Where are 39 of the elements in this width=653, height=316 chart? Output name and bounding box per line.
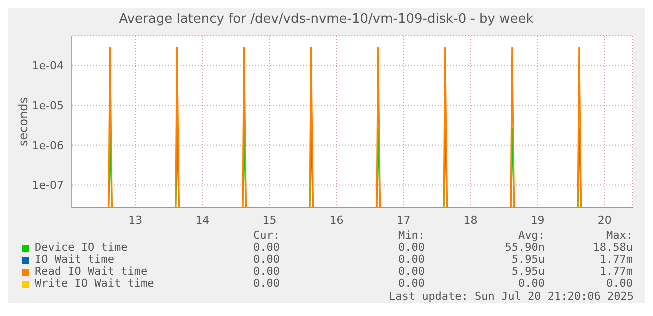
text: 1.77m	[598, 253, 633, 266]
text: 0.00	[398, 265, 425, 278]
text: 0.00	[606, 277, 633, 290]
y-tick-label: 1e-04	[32, 59, 64, 72]
legend-label: Read IO Wait time	[35, 265, 148, 278]
text: Max:	[606, 229, 633, 242]
x-tick-label: 18	[464, 214, 478, 227]
chart-title: Average latency for /dev/vds-nvme-10/vm-109-disk-0 - by week	[118, 11, 535, 29]
x-tick-label: 14	[196, 214, 210, 227]
text: 0.00	[398, 277, 425, 290]
text: 0.00	[398, 241, 425, 254]
y-tick-label: 1e-06	[32, 139, 64, 152]
text: 18.58u	[592, 241, 633, 254]
legend-label: Write IO Wait time	[35, 277, 154, 290]
text: Last update: Sun Jul 20 21:20:06 2025	[388, 290, 634, 303]
x-tick-label: 13	[128, 214, 143, 227]
text: 5.95u	[510, 265, 545, 278]
x-tick-label: 17	[396, 214, 411, 227]
x-tick-label: 19	[530, 214, 545, 227]
x-tick-label: 16	[330, 214, 344, 227]
text: Avg:	[518, 229, 545, 242]
text: Cur:	[252, 229, 280, 242]
y-tick-label: 1e-07	[32, 179, 64, 192]
text: 5.95u	[510, 253, 545, 266]
legend-label: IO Wait time	[35, 253, 114, 266]
text: 1.77m	[598, 265, 633, 278]
legend-label: Device IO time	[35, 241, 128, 254]
text: 0.00	[252, 265, 280, 278]
x-tick-label: 15	[262, 214, 277, 227]
x-tick-label: 20	[598, 214, 612, 227]
text: 0.00	[252, 277, 280, 290]
text: 0.00	[398, 253, 425, 266]
y-tick-label: 1e-05	[32, 99, 64, 112]
text: 0.00	[252, 253, 280, 266]
text: 0.00	[518, 277, 545, 290]
text: 55.90n	[504, 241, 545, 254]
text: Min:	[398, 229, 425, 242]
text: 0.00	[252, 241, 280, 254]
y-axis-title: seconds	[16, 97, 30, 147]
